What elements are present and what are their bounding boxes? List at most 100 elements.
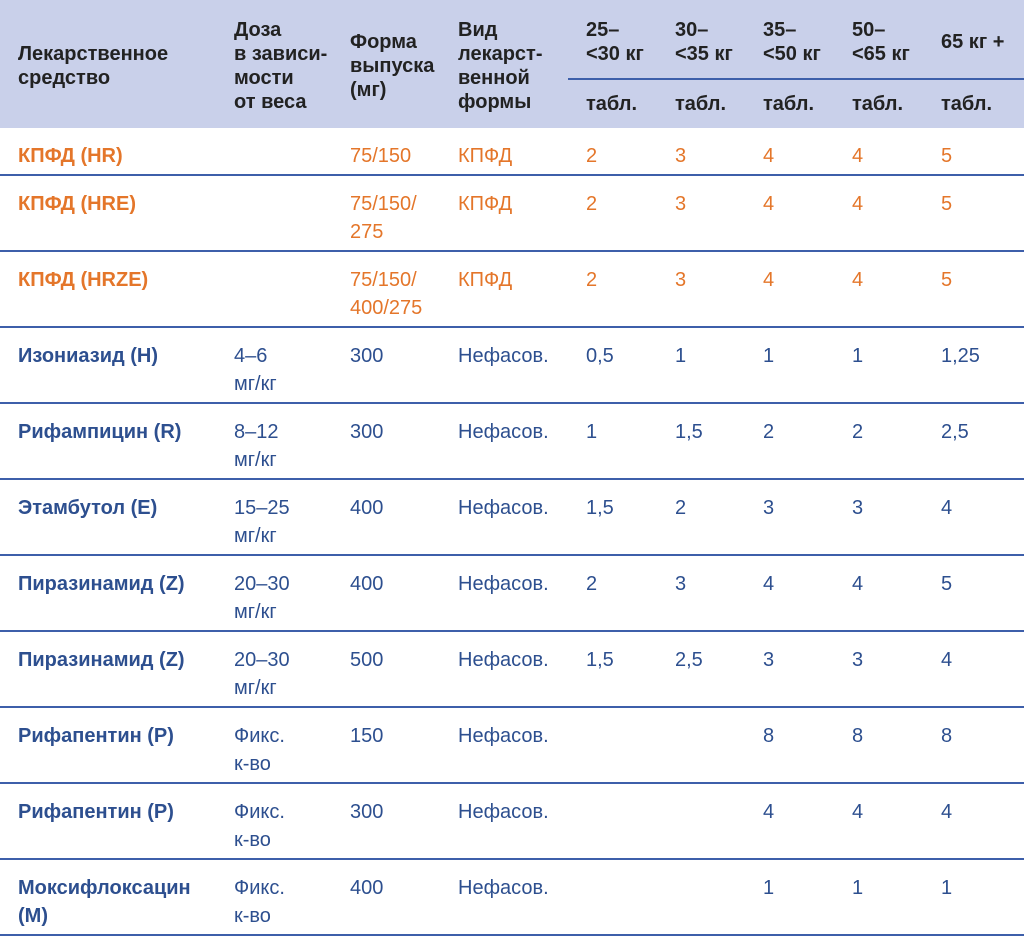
tablets-50-65: 4 [852,193,864,215]
tablets-50-65: 3 [852,497,864,519]
tablets-35-50: 3 [763,649,775,671]
header-unit: табл. [763,93,815,115]
table-row: КПФД (HRE) 75/150/ 275 КПФД 2 3 4 4 5 [0,176,1024,252]
tablets-35-50: 8 [763,725,775,747]
row-divider [0,934,1024,936]
row-divider [0,250,1024,252]
tablets-30-35: 3 [675,573,687,595]
table-row: Изониазид (H) 4–6 мг/кг 300 Нефасов. 0,5… [0,328,1024,404]
row-divider [0,858,1024,860]
tablets-30-35: 2 [675,497,687,519]
tablets-65-plus: 5 [941,145,953,167]
drug-name: Пиразинамид (Z) [18,649,185,671]
tablets-30-35: 3 [675,145,687,167]
table-row: Пиразинамид (Z) 20–30 мг/кг 400 Нефасов.… [0,556,1024,632]
release-form: 150 [350,725,384,747]
table-row: Рифампицин (R) 8–12 мг/кг 300 Нефасов. 1… [0,404,1024,480]
table-row: КПФД (HRZE) 75/150/ 400/275 КПФД 2 3 4 4… [0,252,1024,328]
tablets-65-plus: 2,5 [941,421,969,443]
drug-name: КПФД (HR) [18,145,123,167]
dosage-form-type: Нефасов. [458,725,549,747]
dose-per-weight: 20–30 мг/кг [234,573,290,623]
tablets-50-65: 4 [852,269,864,291]
dose-per-weight: 8–12 мг/кг [234,421,279,471]
release-form: 75/150 [350,145,412,167]
tablets-35-50: 2 [763,421,775,443]
row-divider [0,554,1024,556]
release-form: 75/150/ 275 [350,193,417,243]
release-form: 300 [350,421,384,443]
tablets-25-30: 1 [586,421,598,443]
row-divider [0,706,1024,708]
row-divider [0,478,1024,480]
dosage-form-type: КПФД [458,145,513,167]
tablets-30-35: 1,5 [675,421,703,443]
tablets-25-30: 2 [586,573,598,595]
release-form: 400 [350,573,384,595]
tablets-65-plus: 5 [941,193,953,215]
dosage-form-type: Нефасов. [458,421,549,443]
tablets-50-65: 3 [852,649,864,671]
dosage-form-type: Нефасов. [458,801,549,823]
header-unit: табл. [941,93,993,115]
tablets-30-35: 2,5 [675,649,703,671]
table-row: Рифапентин (P) Фикс. к-во 300 Нефасов. 4… [0,784,1024,860]
header-drug: Лекарственное средство [18,43,169,89]
header-form: Форма выпуска (мг) [350,31,435,101]
tablets-50-65: 4 [852,573,864,595]
dose-per-weight: Фикс. к-во [234,801,285,851]
tablets-50-65: 1 [852,345,864,367]
row-divider [0,326,1024,328]
dose-per-weight: 4–6 мг/кг [234,345,277,395]
tablets-65-plus: 1,25 [941,345,980,367]
dose-per-weight: 15–25 мг/кг [234,497,290,547]
drug-name: КПФД (HRZE) [18,269,149,291]
tablets-30-35: 3 [675,269,687,291]
release-form: 400 [350,877,384,899]
dosage-form-type: КПФД [458,269,513,291]
tablets-25-30: 1,5 [586,497,614,519]
tablets-35-50: 1 [763,345,775,367]
header-unit: табл. [675,93,727,115]
tablets-50-65: 1 [852,877,864,899]
dosage-form-type: Нефасов. [458,345,549,367]
header-weight-30-35: 30– <35 кг [675,19,733,65]
dosage-form-type: Нефасов. [458,877,549,899]
tablets-35-50: 4 [763,145,775,167]
tablets-65-plus: 8 [941,725,953,747]
drug-name: КПФД (HRE) [18,193,136,215]
tablets-35-50: 3 [763,497,775,519]
drug-name: Изониазид (H) [18,345,159,367]
tablets-25-30: 2 [586,145,598,167]
tablets-35-50: 1 [763,877,775,899]
table-header: Лекарственное средство Доза в зависи- мо… [0,0,1024,128]
header-weight-35-50: 35– <50 кг [763,19,821,65]
dosage-form-type: Нефасов. [458,573,549,595]
header-weight-50-65: 50– <65 кг [852,19,910,65]
release-form: 300 [350,801,384,823]
tablets-50-65: 8 [852,725,864,747]
tablets-65-plus: 4 [941,801,953,823]
header-kind: Вид лекарст- венной формы [458,19,543,113]
tablets-65-plus: 5 [941,573,953,595]
table-row: Этамбутол (E) 15–25 мг/кг 400 Нефасов. 1… [0,480,1024,556]
tablets-30-35: 3 [675,193,687,215]
header-weight-25-30: 25– <30 кг [586,19,644,65]
tablets-35-50: 4 [763,573,775,595]
drug-name: Рифапентин (P) [18,725,174,747]
tablets-25-30: 2 [586,193,598,215]
drug-name: Пиразинамид (Z) [18,573,185,595]
tablets-65-plus: 4 [941,649,953,671]
row-divider [0,782,1024,784]
release-form: 500 [350,649,384,671]
tablets-65-plus: 1 [941,877,953,899]
dosage-form-type: КПФД [458,193,513,215]
dose-per-weight: Фикс. к-во [234,725,285,775]
table-row: Пиразинамид (Z) 20–30 мг/кг 500 Нефасов.… [0,632,1024,708]
dose-per-weight: Фикс. к-во [234,877,285,927]
tablets-35-50: 4 [763,269,775,291]
tablets-50-65: 4 [852,801,864,823]
header-unit: табл. [852,93,904,115]
tablets-30-35: 1 [675,345,687,367]
